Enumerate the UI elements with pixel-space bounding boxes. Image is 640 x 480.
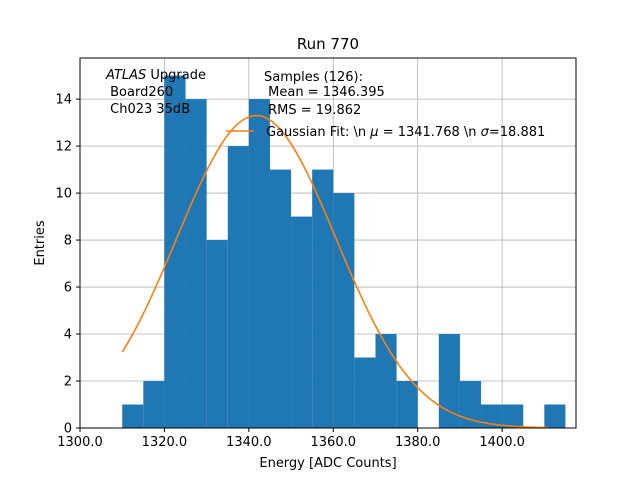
histogram-bar xyxy=(164,75,186,428)
y-axis-label: Entries xyxy=(33,220,48,266)
atlas-annotation: ATLAS Upgrade Board260 Ch023 35dB xyxy=(105,68,206,117)
histogram-bar xyxy=(333,193,355,428)
histogram-bar xyxy=(438,334,460,428)
mean-value: Mean = 1346.395 xyxy=(264,85,385,100)
x-tick-label: 1300.0 xyxy=(57,435,103,450)
rms-value: RMS = 19.862 xyxy=(264,103,361,118)
board-label: Board260 xyxy=(106,85,173,100)
histogram-bar xyxy=(248,99,270,428)
histogram-bar xyxy=(206,240,228,428)
histogram-bar xyxy=(502,404,524,428)
x-tick-label: 1380.0 xyxy=(395,435,441,450)
histogram-bar xyxy=(396,381,418,428)
chart-title: Run 770 xyxy=(297,35,359,53)
histogram-bars xyxy=(122,75,566,429)
samples-count: Samples (126): xyxy=(264,70,363,85)
x-tick-label: 1360.0 xyxy=(311,435,357,450)
histogram-bar xyxy=(354,357,376,428)
legend-fit-label: Gaussian Fit: \n μ = 1341.768 \n σ=18.88… xyxy=(266,125,545,140)
y-tick-label: 4 xyxy=(64,328,72,343)
y-tick-label: 2 xyxy=(64,375,72,390)
y-tick-label: 10 xyxy=(55,187,72,202)
plot-frame xyxy=(79,57,577,429)
atlas-annotation-line1: ATLAS Upgrade xyxy=(105,68,206,83)
histogram-bar xyxy=(269,169,292,429)
x-tick-label: 1320.0 xyxy=(142,435,188,450)
y-tick-label: 12 xyxy=(55,140,72,155)
histogram-bar xyxy=(122,404,144,428)
histogram-bar xyxy=(143,381,165,428)
y-tick-label: 8 xyxy=(64,234,72,249)
x-tick-label: 1400.0 xyxy=(479,435,525,450)
histogram-bar xyxy=(375,334,397,428)
histogram-bar xyxy=(481,404,503,428)
y-tick-label: 6 xyxy=(64,281,72,296)
histogram-bar xyxy=(291,216,313,428)
legend: Gaussian Fit: \n μ = 1341.768 \n σ=18.88… xyxy=(226,125,545,140)
x-axis-label: Energy [ADC Counts] xyxy=(259,456,396,471)
y-tick-label: 14 xyxy=(55,93,72,108)
gaussian-fit-curve xyxy=(121,114,549,429)
histogram-bar xyxy=(459,381,482,428)
channel-label: Ch023 35dB xyxy=(106,102,190,117)
y-tick-label: 0 xyxy=(64,422,72,437)
histogram-bar xyxy=(185,99,207,428)
x-axis-ticks: 1300.0 1320.0 1340.0 1360.0 1380.0 1400.0 xyxy=(57,428,525,450)
y-axis-ticks: 0 2 4 6 8 10 12 14 xyxy=(55,93,80,437)
histogram-bar xyxy=(312,169,334,429)
histogram-bar xyxy=(227,146,249,428)
x-tick-label: 1340.0 xyxy=(226,435,272,450)
atlas-label: ATLAS xyxy=(105,68,146,83)
stats-box: Samples (126): Mean = 1346.395 RMS = 19.… xyxy=(264,70,385,118)
upgrade-label: Upgrade xyxy=(146,68,206,83)
histogram-bar xyxy=(544,404,566,428)
